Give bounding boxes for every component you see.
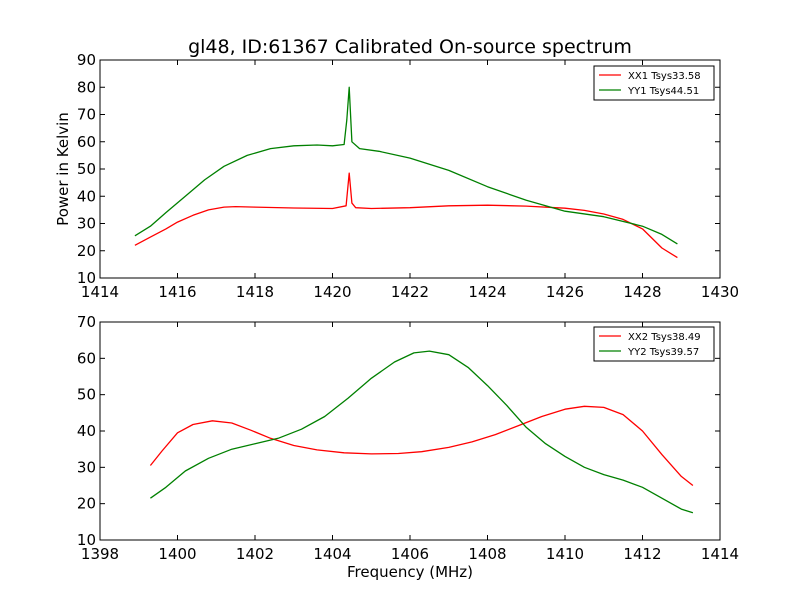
y-tick-label: 90 [77, 51, 96, 69]
legend-box [593, 326, 715, 362]
y-tick-label: 20 [77, 242, 96, 260]
top-panel: 1414 1416 1418 1420 1422 1424 1426 1428 1430 10 20… [54, 51, 739, 301]
y-axis-label: Power in Kelvin [54, 112, 72, 226]
x-tick-label: 1416 [158, 283, 196, 301]
x-tick-label: 1418 [236, 283, 274, 301]
series-line-1-1 [134, 172, 678, 259]
y-tick-label: 30 [77, 215, 96, 233]
legend-label-1: XX2 Tsys38.49 [628, 332, 701, 343]
y-tick-label: 50 [77, 386, 96, 404]
y-tick-label: 10 [77, 269, 96, 287]
y-tick-label: 20 [77, 495, 96, 513]
legend-label-2: YY2 Tsys39.57 [627, 347, 699, 358]
y-tick-label: 30 [77, 458, 96, 476]
y-tick-label: 40 [77, 187, 96, 205]
series-line-2-1 [149, 405, 694, 487]
x-tick-label: 1412 [623, 545, 661, 563]
x-tick-label: 1414 [701, 545, 739, 563]
series-line-2-2 [150, 350, 694, 514]
x-tick-label: 1426 [546, 283, 584, 301]
y-tick-label: 80 [77, 78, 96, 96]
x-tick-label: 1414 [81, 283, 119, 301]
legend-box [593, 65, 715, 101]
x-tick-label: 1400 [158, 545, 196, 563]
x-tick-label: 1422 [391, 283, 429, 301]
x-tick-label: 1428 [623, 283, 661, 301]
y-tick-label: 70 [77, 106, 96, 124]
figure-title: gl48, ID:61367 Calibrated On-source spec… [188, 36, 632, 58]
y-tick-label: 10 [77, 531, 96, 549]
legend-label-2: YY1 Tsys44.51 [627, 86, 699, 97]
y-tick-label: 40 [77, 422, 96, 440]
x-tick-label: 1408 [468, 545, 506, 563]
bottom-panel: 1398 1400 1402 1404 1406 1408 1410 1412 1414 10 20… [77, 313, 739, 581]
x-tick-label: 1402 [236, 545, 274, 563]
y-tick-label: 60 [77, 349, 96, 367]
x-tick-label: 1410 [546, 545, 584, 563]
y-tick-label: 50 [77, 160, 96, 178]
y-tick-label: 70 [77, 313, 96, 331]
x-tick-label: 1398 [81, 545, 119, 563]
x-tick-label: 1424 [468, 283, 506, 301]
series-line-1-2 [134, 86, 678, 245]
x-tick-label: 1406 [391, 545, 429, 563]
x-axis-label: Frequency (MHz) [347, 563, 473, 581]
x-tick-label: 1430 [701, 283, 739, 301]
y-tick-label: 60 [77, 133, 96, 151]
x-tick-label: 1404 [313, 545, 351, 563]
x-tick-label: 1420 [313, 283, 351, 301]
legend-label-1: XX1 Tsys33.58 [628, 71, 701, 82]
